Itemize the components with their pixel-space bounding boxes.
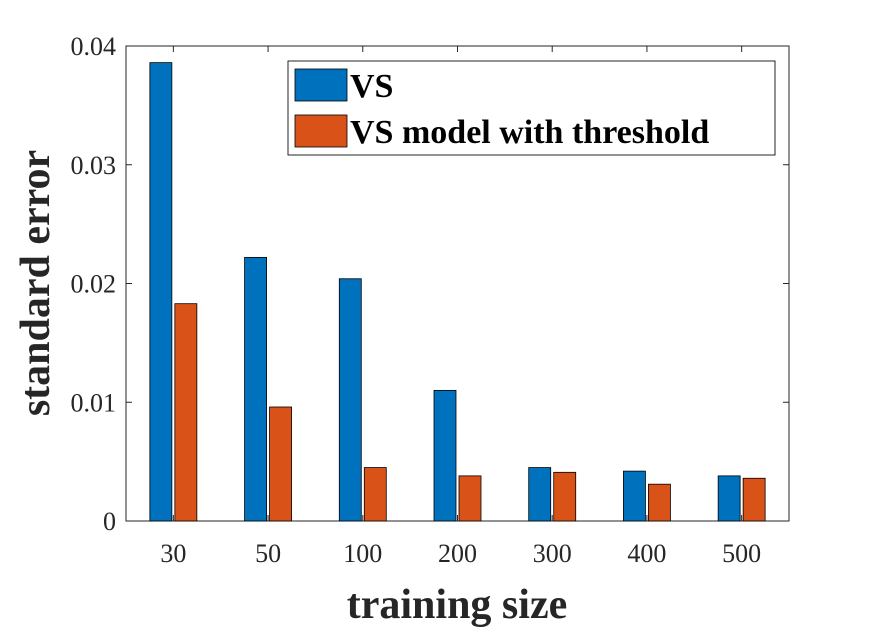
y-axis-title: standard error <box>13 150 59 416</box>
legend-box <box>287 60 776 156</box>
y-tick-label: 0.01 <box>71 388 117 417</box>
bar-series1-50 <box>244 256 267 522</box>
bar-series1-200 <box>433 389 457 522</box>
y-tick-label: 0.03 <box>71 151 117 180</box>
x-tick-label: 300 <box>533 539 572 568</box>
bar-series1-300 <box>528 467 552 522</box>
x-tick-label: 400 <box>627 539 666 568</box>
bar-series2-50 <box>269 406 292 522</box>
bar-series1-400 <box>623 470 646 522</box>
bar-series1-30 <box>149 62 173 522</box>
y-tick-label: 0.04 <box>71 32 117 61</box>
legend-label-series2: VS model with threshold <box>350 114 709 151</box>
x-tick-label: 30 <box>160 539 186 568</box>
bar-series2-200 <box>458 475 482 522</box>
bar-series1-500 <box>717 475 741 522</box>
x-tick-label: 500 <box>722 539 761 568</box>
bar-series2-300 <box>553 471 577 522</box>
legend-swatch-series1 <box>294 68 348 102</box>
x-tick-label: 200 <box>438 539 477 568</box>
legend: VS VS model with threshold <box>287 60 776 156</box>
y-axis-ticks: 0 0.01 0.02 0.03 0.04 <box>71 32 789 536</box>
bar-series1-100 <box>338 278 362 522</box>
legend-swatch-series2 <box>294 114 348 148</box>
bar-series2-100 <box>363 467 387 522</box>
bars-layer <box>149 62 766 522</box>
x-axis-title: training size <box>347 582 567 628</box>
x-axis-ticks: 30 50 100 200 300 400 500 <box>160 46 761 568</box>
x-tick-label: 100 <box>343 539 382 568</box>
y-tick-label: 0.02 <box>71 270 117 299</box>
x-tick-label: 50 <box>255 539 281 568</box>
bar-series2-400 <box>648 483 671 522</box>
bar-series2-500 <box>742 477 766 522</box>
y-tick-label: 0 <box>103 507 116 536</box>
legend-label-series1: VS <box>350 68 393 105</box>
bar-series2-30 <box>174 303 198 522</box>
